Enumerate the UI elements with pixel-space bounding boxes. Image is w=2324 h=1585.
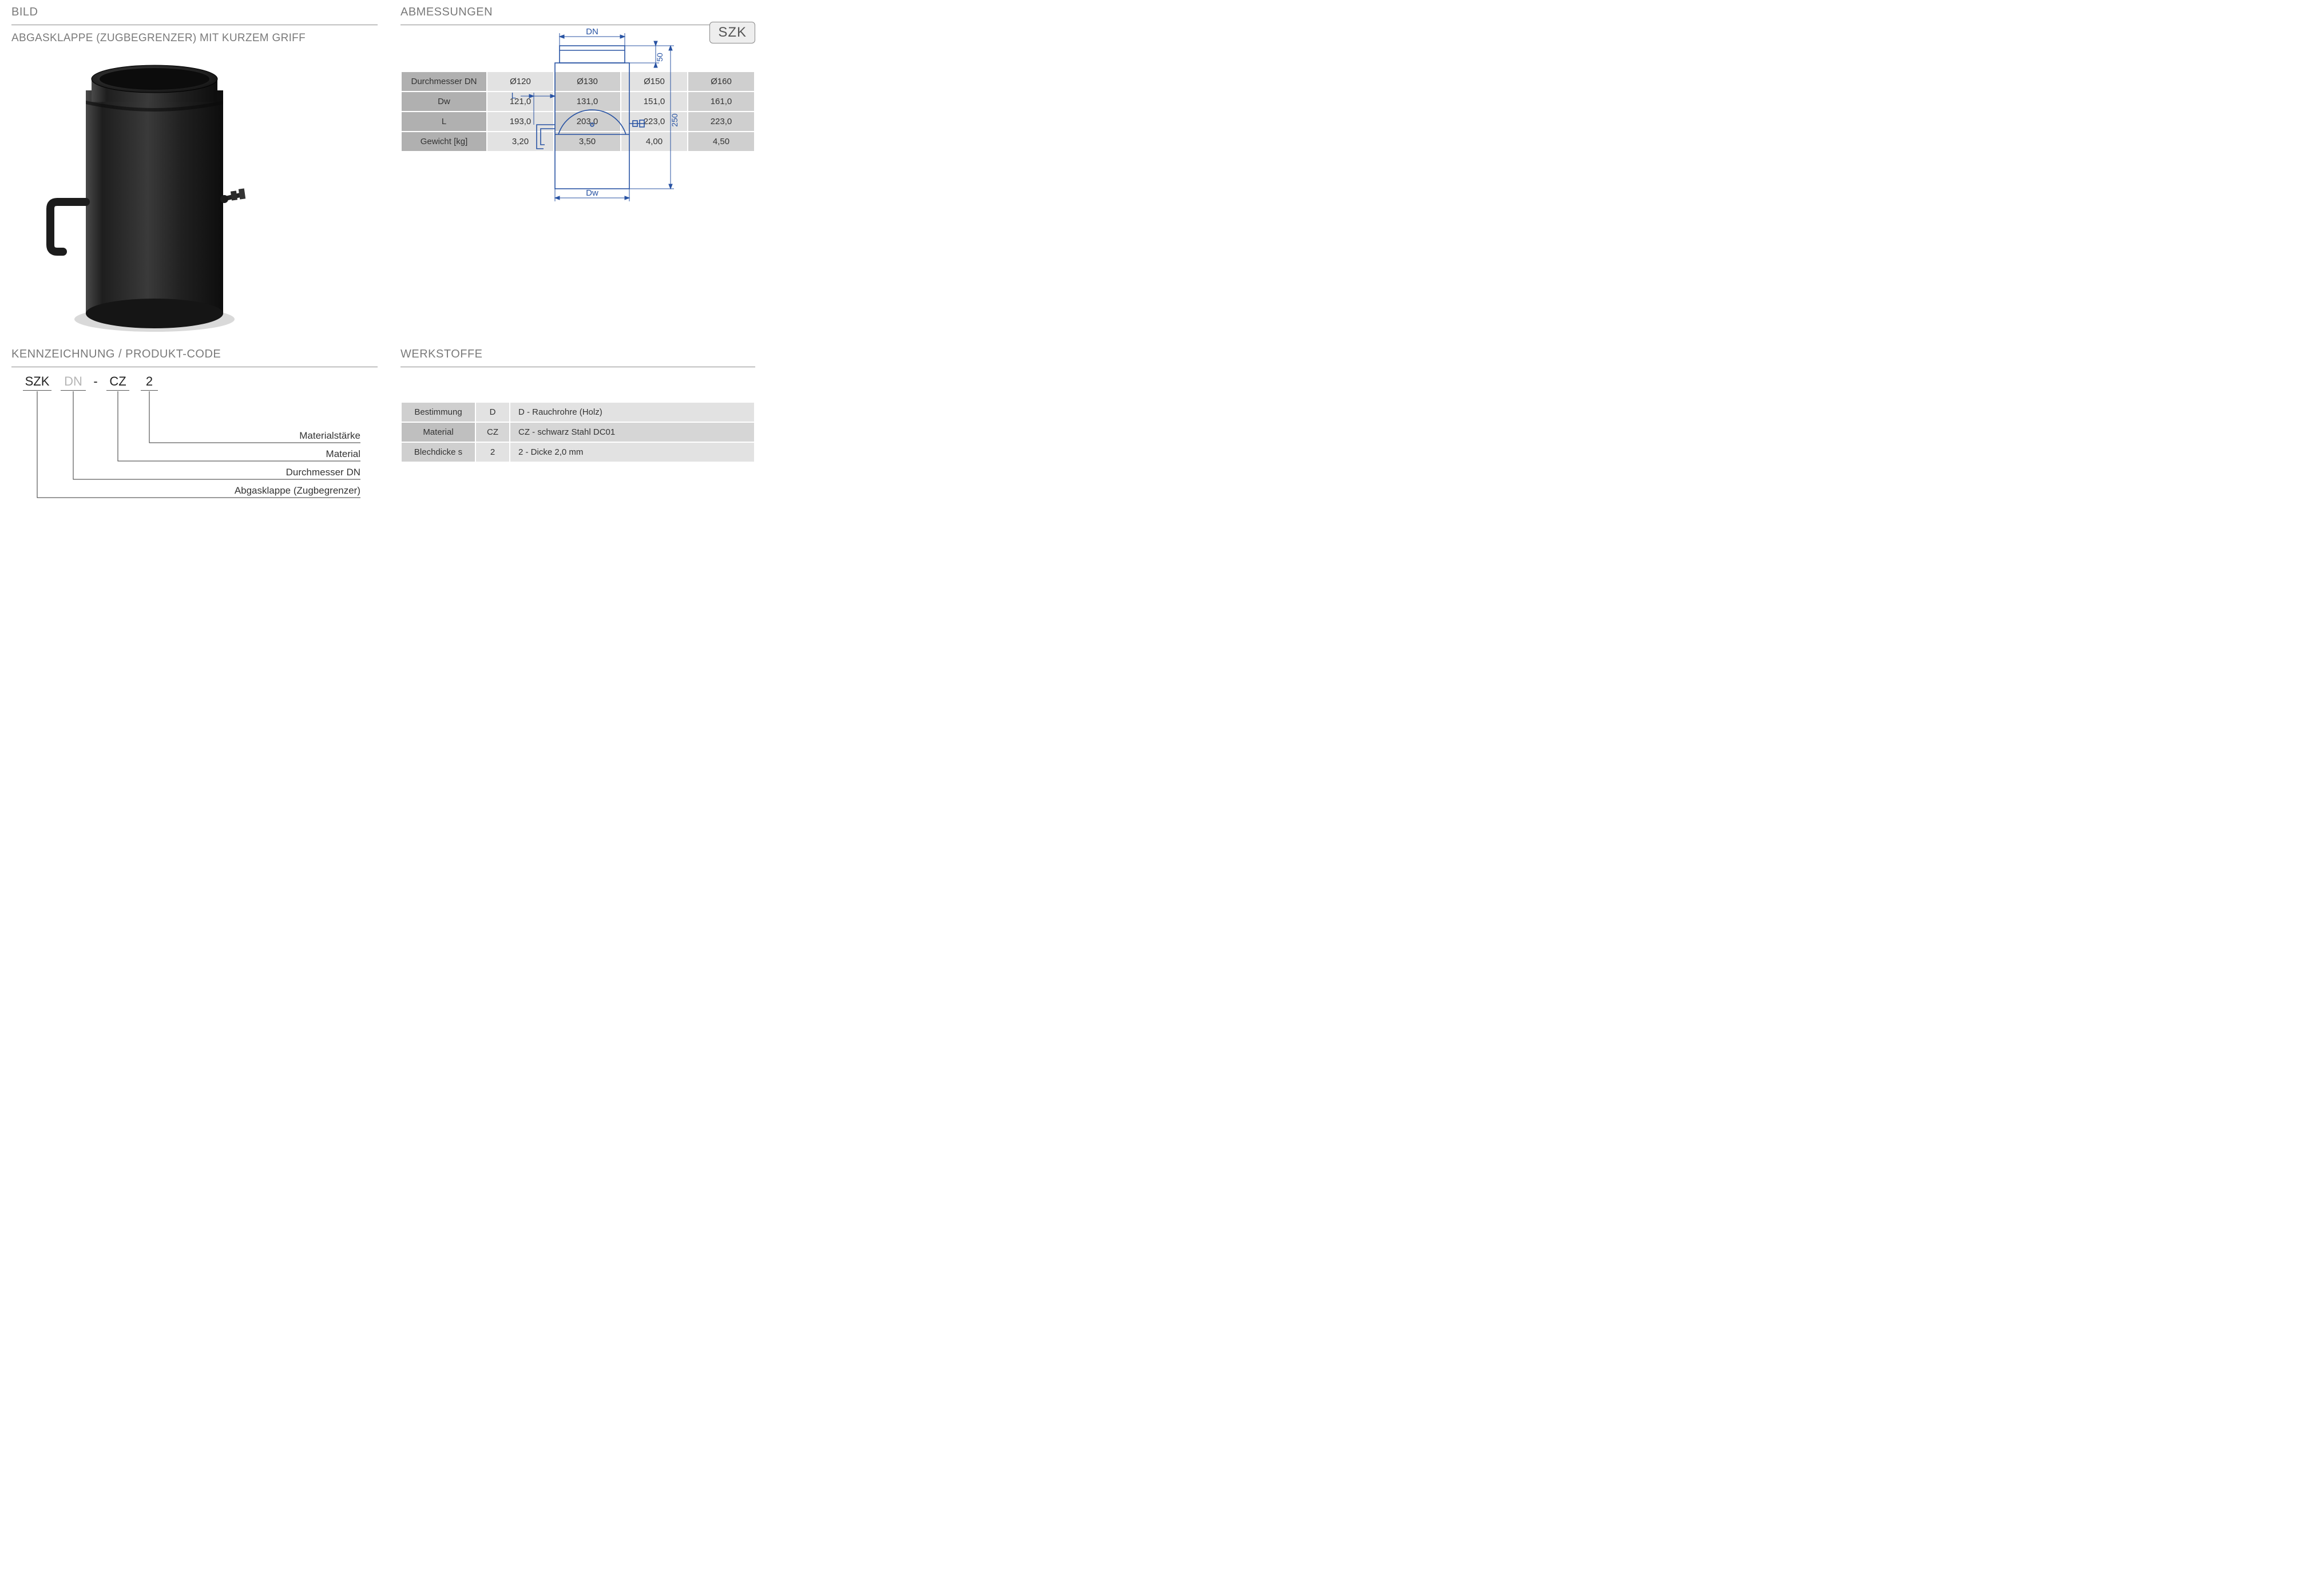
table-cell: Ø160 xyxy=(688,71,755,92)
section-header-werkstoffe: WERKSTOFFE xyxy=(400,348,755,362)
table-cell: Blechdicke s xyxy=(401,442,475,462)
product-subtitle: ABGASKLAPPE (ZUGBEGRENZER) MIT KURZEM GR… xyxy=(11,32,378,45)
table-cell: 2 xyxy=(475,442,510,462)
table-cell: CZ - schwarz Stahl DC01 xyxy=(510,422,755,442)
section-header-abmessungen: ABMESSUNGEN xyxy=(400,6,755,20)
product-code-badge: SZK xyxy=(709,22,755,43)
product-photo xyxy=(23,56,263,336)
table-cell: D - Rauchrohre (Holz) xyxy=(510,402,755,422)
table-cell: Bestimmung xyxy=(401,402,475,422)
table-cell: 161,0 xyxy=(688,92,755,112)
dim-label-l: L xyxy=(511,91,516,101)
code-legend-label: Durchmesser DN xyxy=(11,467,360,478)
table-cell: 223,0 xyxy=(688,112,755,132)
code-token: - xyxy=(92,374,100,390)
dim-label-dn: DN xyxy=(586,29,598,37)
table-cell: Material xyxy=(401,422,475,442)
code-legend-label: Abgasklappe (Zugbegrenzer) xyxy=(11,485,360,496)
table-row-header: Gewicht [kg] xyxy=(401,132,487,152)
materials-table: BestimmungDD - Rauchrohre (Holz) Material… xyxy=(400,402,755,463)
technical-drawing: DN Dw xyxy=(475,29,681,206)
code-token: SZK xyxy=(23,374,51,391)
table-cell: 4,50 xyxy=(688,132,755,152)
code-token: 2 xyxy=(141,374,158,391)
table-cell: 2 - Dicke 2,0 mm xyxy=(510,442,755,462)
code-token: CZ xyxy=(106,374,129,391)
dim-label-dw: Dw xyxy=(586,188,598,198)
table-row-header: Durchmesser DN xyxy=(401,71,487,92)
section-header-bild: BILD xyxy=(11,6,378,20)
code-token: DN xyxy=(61,374,86,391)
dim-label-250: 250 xyxy=(670,113,679,127)
code-legend-label: Materialstärke xyxy=(11,430,360,442)
table-row-header: L xyxy=(401,112,487,132)
table-cell: D xyxy=(475,402,510,422)
table-row-header: Dw xyxy=(401,92,487,112)
section-header-kennzeichnung: KENNZEICHNUNG / PRODUKT-CODE xyxy=(11,348,378,362)
table-cell: CZ xyxy=(475,422,510,442)
code-legend-label: Material xyxy=(11,448,360,460)
product-code-diagram: SZK DN-CZ 2 Materialstärke Material Durchmess… xyxy=(11,374,378,523)
dim-label-50: 50 xyxy=(655,53,664,62)
